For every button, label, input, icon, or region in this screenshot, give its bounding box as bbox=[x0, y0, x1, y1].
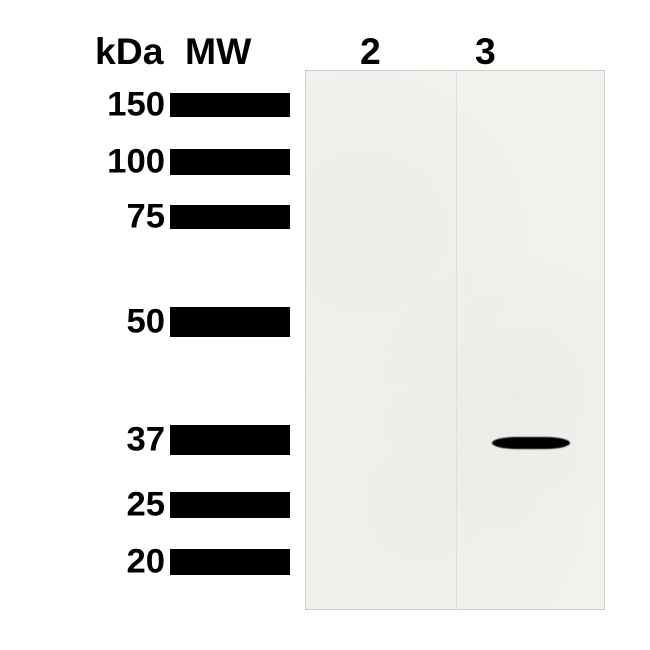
mw-band-100 bbox=[170, 149, 290, 175]
mw-band-37 bbox=[170, 425, 290, 455]
blot-membrane bbox=[305, 70, 605, 610]
mw-label-37: 37 bbox=[126, 421, 165, 460]
lane-3-header-label: 3 bbox=[475, 30, 496, 73]
mw-band-20 bbox=[170, 549, 290, 575]
mw-band-25 bbox=[170, 492, 290, 518]
mw-label-25: 25 bbox=[126, 486, 165, 525]
lane-2-header-label: 2 bbox=[360, 30, 381, 73]
mw-label-20: 20 bbox=[126, 543, 165, 582]
mw-band-50 bbox=[170, 307, 290, 337]
lane-divider bbox=[456, 71, 457, 609]
mw-label-75: 75 bbox=[126, 198, 165, 237]
membrane-texture bbox=[306, 71, 604, 609]
mw-label-150: 150 bbox=[107, 86, 165, 125]
western-blot-figure: kDa MW 2 3 150 100 75 50 37 25 20 bbox=[40, 30, 610, 620]
mw-band-75 bbox=[170, 205, 290, 229]
mw-label-100: 100 bbox=[107, 143, 165, 182]
mw-band-150 bbox=[170, 93, 290, 117]
signal-band-lane3 bbox=[492, 437, 570, 449]
mw-header-label: MW bbox=[185, 30, 251, 73]
header-row: kDa MW 2 3 bbox=[40, 30, 610, 70]
kda-header-label: kDa bbox=[95, 30, 163, 73]
molecular-weight-ladder: 150 100 75 50 37 25 20 bbox=[40, 70, 300, 610]
mw-label-50: 50 bbox=[126, 303, 165, 342]
